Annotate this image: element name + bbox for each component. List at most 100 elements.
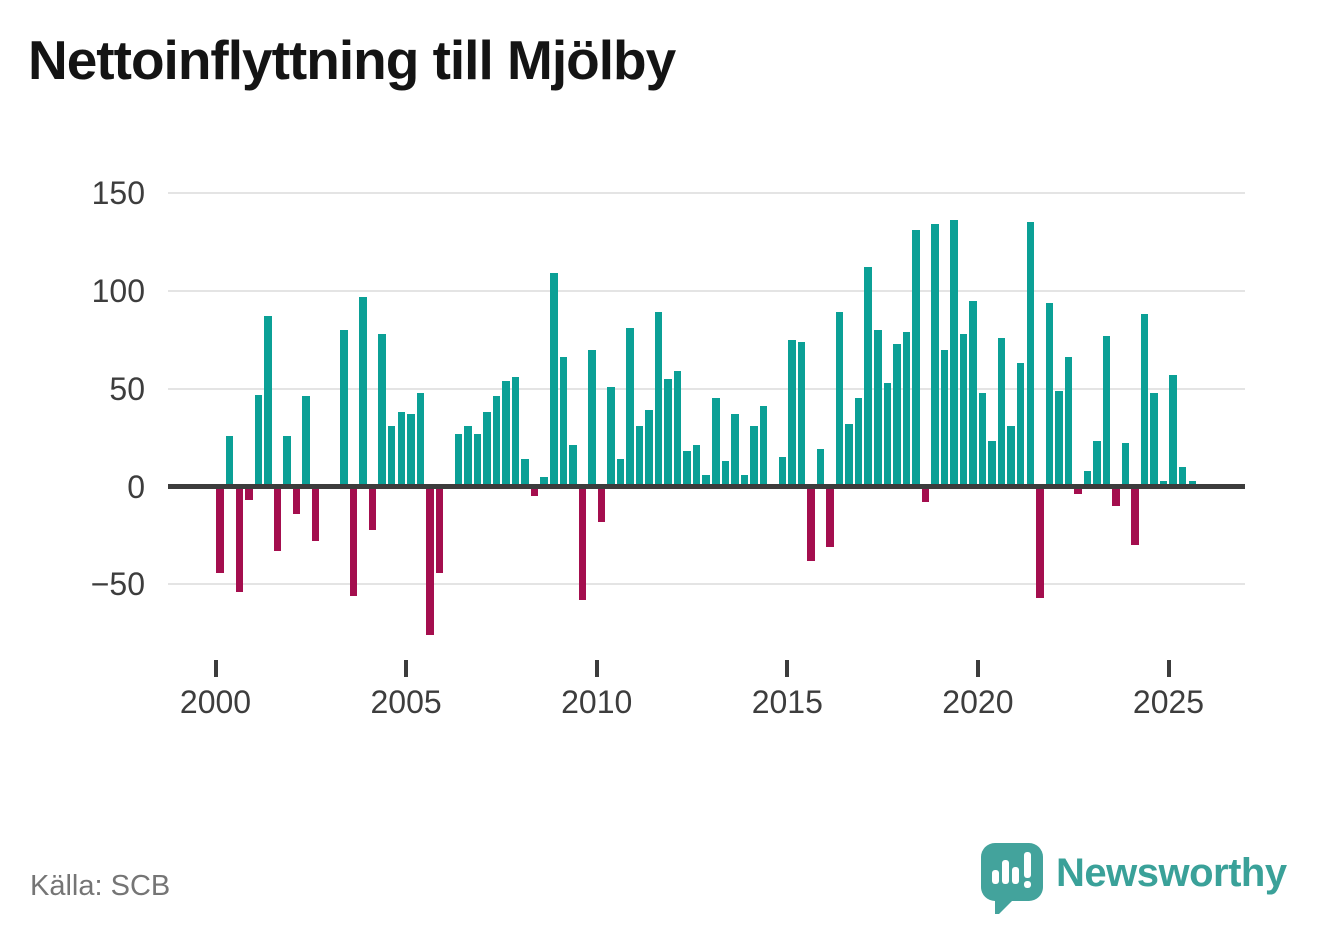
bar-2016-q4 bbox=[854, 398, 863, 487]
y-tick-label-100: 100 bbox=[91, 272, 145, 309]
gridline--50 bbox=[168, 583, 1245, 586]
bar-2000-q4 bbox=[245, 488, 253, 501]
bar-2022-q1 bbox=[1055, 390, 1063, 487]
newsworthy-logo: Newsworthy bbox=[978, 840, 1308, 930]
bar-2008-q1 bbox=[521, 459, 529, 487]
bar-2023-q2 bbox=[1102, 335, 1111, 487]
bar-2015-q4 bbox=[816, 449, 825, 487]
bar-2017-q1 bbox=[864, 267, 872, 487]
bar-2011-q2 bbox=[645, 410, 653, 487]
logo-exclamation-dot bbox=[1024, 881, 1031, 888]
bar-2024-q3 bbox=[1150, 392, 1158, 487]
bar-2010-q2 bbox=[607, 386, 615, 487]
bar-2004-q3 bbox=[387, 425, 396, 487]
bar-2013-q4 bbox=[740, 474, 749, 487]
bar-2000-q2 bbox=[225, 435, 234, 487]
bar-2018-q1 bbox=[902, 331, 911, 487]
bar-2001-q3 bbox=[273, 488, 282, 552]
bar-2013-q2 bbox=[721, 461, 730, 487]
bar-2008-q4 bbox=[550, 273, 558, 487]
newsworthy-wordmark: Newsworthy bbox=[1056, 851, 1287, 895]
bar-2023-q1 bbox=[1093, 441, 1101, 487]
y-tick-label-0: 0 bbox=[127, 468, 145, 505]
logo-bar-icon bbox=[1002, 860, 1009, 884]
bar-2021-q4 bbox=[1045, 302, 1054, 487]
bar-2012-q2 bbox=[683, 451, 691, 487]
bar-2009-q2 bbox=[569, 445, 577, 487]
x-tick-2005 bbox=[404, 660, 409, 677]
y-tick-label--50: −50 bbox=[90, 566, 145, 603]
bar-2023-q3 bbox=[1112, 488, 1120, 507]
bar-2023-q4 bbox=[1121, 443, 1130, 487]
x-tick-label-2010: 2010 bbox=[561, 684, 633, 720]
bar-2019-q3 bbox=[959, 333, 968, 487]
bar-2009-q4 bbox=[588, 349, 596, 487]
x-tick-2010 bbox=[594, 660, 599, 677]
bar-2012-q4 bbox=[702, 474, 710, 487]
bar-2000-q1 bbox=[216, 488, 224, 573]
bar-2003-q2 bbox=[340, 329, 348, 487]
x-tick-2000 bbox=[213, 660, 218, 677]
bar-2017-q4 bbox=[893, 343, 901, 487]
bar-2002-q1 bbox=[292, 488, 301, 514]
bar-2008-q2 bbox=[530, 488, 539, 497]
bar-2007-q1 bbox=[483, 412, 491, 487]
bar-2015-q2 bbox=[797, 341, 806, 487]
bar-2007-q3 bbox=[502, 380, 510, 487]
bar-2004-q1 bbox=[368, 488, 377, 530]
bar-2017-q2 bbox=[874, 329, 882, 487]
speech-bubble-tail bbox=[995, 897, 1016, 914]
x-tick-label-2025: 2025 bbox=[1132, 684, 1205, 720]
bar-2012-q1 bbox=[673, 371, 682, 487]
logo-exclamation-icon bbox=[1024, 852, 1031, 878]
bar-2008-q3 bbox=[540, 476, 548, 487]
bar-2015-q3 bbox=[807, 488, 815, 561]
bar-2014-q4 bbox=[778, 457, 787, 487]
bar-2022-q4 bbox=[1083, 470, 1092, 487]
bar-2010-q3 bbox=[616, 459, 625, 487]
bar-2009-q1 bbox=[559, 357, 568, 487]
bar-2025-q2 bbox=[1178, 466, 1187, 487]
bar-2007-q2 bbox=[492, 396, 501, 487]
bar-2002-q3 bbox=[311, 488, 320, 542]
bar-2021-q3 bbox=[1036, 488, 1044, 599]
logo-bar-icon bbox=[1012, 867, 1019, 884]
bar-2017-q3 bbox=[883, 382, 892, 487]
bar-2019-q2 bbox=[950, 220, 958, 487]
bar-2015-q1 bbox=[788, 339, 796, 487]
bar-2010-q1 bbox=[597, 488, 606, 522]
bar-2021-q2 bbox=[1026, 222, 1034, 487]
bar-2005-q1 bbox=[407, 414, 415, 487]
bar-2024-q1 bbox=[1131, 488, 1139, 546]
bar-2018-q3 bbox=[921, 488, 930, 503]
bar-2001-q2 bbox=[264, 316, 272, 487]
x-tick-label-2020: 2020 bbox=[942, 684, 1014, 720]
bar-2014-q1 bbox=[750, 425, 758, 487]
y-tick-label-50: 50 bbox=[109, 370, 145, 407]
gridline-50 bbox=[168, 387, 1245, 390]
bar-2006-q4 bbox=[473, 433, 482, 487]
bar-2013-q3 bbox=[731, 414, 739, 487]
bar-2016-q1 bbox=[826, 488, 834, 548]
bar-2004-q4 bbox=[397, 412, 406, 487]
bar-2001-q4 bbox=[283, 435, 291, 487]
bar-2025-q3 bbox=[1188, 480, 1196, 487]
bar-2005-q2 bbox=[416, 392, 425, 487]
logo-bar-icon bbox=[992, 870, 999, 884]
bar-2001-q1 bbox=[254, 394, 263, 487]
bar-2014-q2 bbox=[759, 406, 768, 487]
x-tick-label-2015: 2015 bbox=[751, 684, 823, 720]
chart-title: Nettoinflyttning till Mjölby bbox=[28, 29, 676, 91]
bar-2019-q1 bbox=[940, 349, 949, 487]
bar-2022-q3 bbox=[1074, 488, 1082, 495]
bar-2012-q3 bbox=[692, 445, 701, 487]
bar-2011-q3 bbox=[654, 312, 663, 487]
bar-2011-q4 bbox=[664, 378, 672, 487]
bar-2004-q2 bbox=[378, 333, 386, 487]
bar-2020-q2 bbox=[988, 441, 996, 487]
bar-2000-q3 bbox=[235, 488, 243, 593]
bar-2020-q1 bbox=[978, 392, 987, 487]
bar-2005-q3 bbox=[426, 488, 434, 636]
